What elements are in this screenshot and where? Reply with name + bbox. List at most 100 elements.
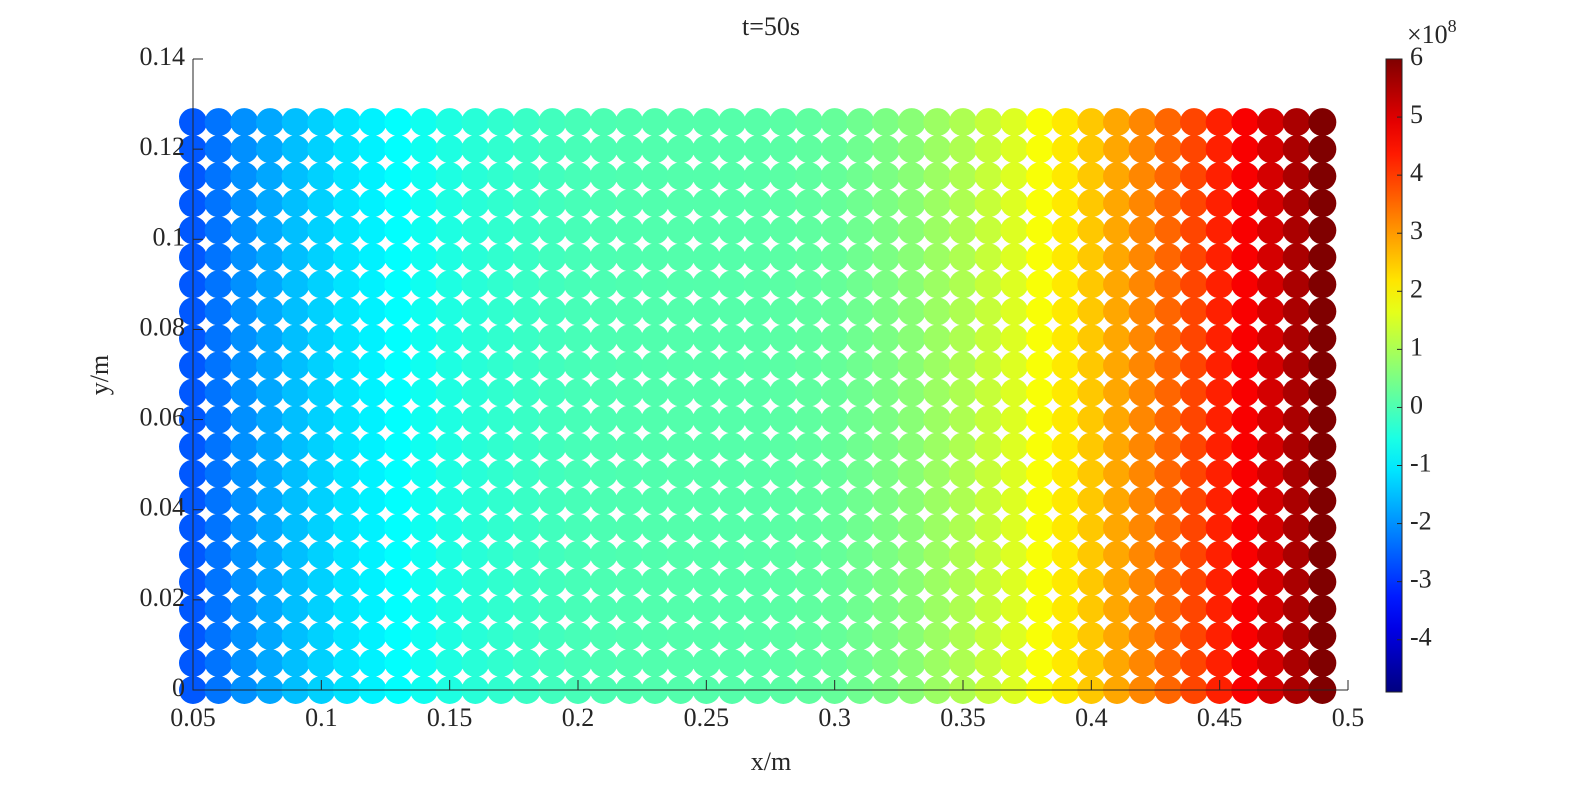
point bbox=[820, 216, 849, 245]
point bbox=[872, 135, 900, 164]
point bbox=[1051, 486, 1080, 515]
point bbox=[512, 540, 541, 569]
point bbox=[358, 594, 387, 623]
point bbox=[923, 216, 952, 245]
point bbox=[435, 513, 464, 542]
point bbox=[974, 513, 1003, 542]
point bbox=[1128, 567, 1157, 596]
point bbox=[1231, 405, 1260, 434]
point bbox=[923, 351, 952, 380]
point bbox=[384, 189, 413, 218]
point bbox=[256, 162, 284, 191]
point bbox=[769, 405, 798, 434]
point bbox=[615, 594, 644, 623]
point bbox=[256, 513, 284, 542]
point bbox=[1231, 108, 1260, 137]
point bbox=[1077, 405, 1106, 434]
point bbox=[589, 216, 618, 245]
point bbox=[333, 459, 361, 488]
point bbox=[718, 189, 746, 218]
point bbox=[435, 540, 464, 569]
point bbox=[461, 648, 490, 677]
point bbox=[1282, 432, 1311, 461]
point bbox=[281, 648, 310, 677]
point bbox=[1000, 216, 1029, 245]
point bbox=[692, 486, 721, 515]
point bbox=[1154, 135, 1183, 164]
point bbox=[795, 486, 823, 515]
point bbox=[1205, 567, 1234, 596]
point bbox=[538, 567, 567, 596]
point bbox=[384, 513, 413, 542]
point bbox=[512, 189, 541, 218]
point bbox=[281, 243, 310, 272]
point bbox=[358, 162, 387, 191]
point bbox=[1257, 513, 1285, 542]
point bbox=[1128, 432, 1157, 461]
point bbox=[718, 621, 746, 650]
point bbox=[718, 270, 746, 299]
point bbox=[743, 594, 772, 623]
point bbox=[641, 486, 669, 515]
point bbox=[743, 324, 772, 353]
point bbox=[949, 621, 977, 650]
point bbox=[1205, 270, 1234, 299]
point bbox=[564, 594, 592, 623]
point bbox=[281, 621, 310, 650]
point bbox=[641, 432, 669, 461]
point bbox=[1282, 513, 1311, 542]
y-tick-label: 0.08 bbox=[140, 312, 186, 341]
point bbox=[204, 270, 233, 299]
x-tick-label: 0.25 bbox=[684, 703, 730, 732]
point bbox=[1103, 108, 1131, 137]
point bbox=[974, 324, 1003, 353]
point bbox=[589, 648, 618, 677]
point bbox=[1154, 216, 1183, 245]
point bbox=[512, 648, 541, 677]
x-axis-label: x/m bbox=[751, 747, 791, 776]
point bbox=[410, 270, 438, 299]
point bbox=[461, 351, 490, 380]
point bbox=[923, 432, 952, 461]
point bbox=[769, 351, 798, 380]
point bbox=[872, 189, 900, 218]
point bbox=[1154, 378, 1183, 407]
point bbox=[307, 540, 336, 569]
point bbox=[795, 243, 823, 272]
point bbox=[718, 594, 746, 623]
point bbox=[512, 378, 541, 407]
point bbox=[538, 270, 567, 299]
point bbox=[281, 297, 310, 326]
point bbox=[487, 513, 515, 542]
point bbox=[1000, 297, 1029, 326]
point bbox=[795, 513, 823, 542]
point bbox=[281, 405, 310, 434]
point bbox=[435, 243, 464, 272]
point bbox=[410, 135, 438, 164]
point bbox=[1257, 135, 1285, 164]
point bbox=[1103, 621, 1131, 650]
point bbox=[1051, 297, 1080, 326]
point bbox=[538, 486, 567, 515]
point bbox=[846, 216, 875, 245]
point bbox=[846, 162, 875, 191]
point bbox=[1154, 324, 1183, 353]
point bbox=[512, 324, 541, 353]
point bbox=[410, 486, 438, 515]
point bbox=[435, 378, 464, 407]
point bbox=[1026, 459, 1054, 488]
point bbox=[564, 135, 592, 164]
point bbox=[410, 459, 438, 488]
y-tick-label: 0.12 bbox=[140, 132, 186, 161]
point bbox=[410, 594, 438, 623]
point bbox=[1026, 189, 1054, 218]
point bbox=[384, 324, 413, 353]
point bbox=[692, 297, 721, 326]
point bbox=[666, 270, 695, 299]
point bbox=[1128, 162, 1157, 191]
point bbox=[512, 594, 541, 623]
point bbox=[487, 378, 515, 407]
point bbox=[820, 540, 849, 569]
point bbox=[564, 243, 592, 272]
point bbox=[487, 567, 515, 596]
